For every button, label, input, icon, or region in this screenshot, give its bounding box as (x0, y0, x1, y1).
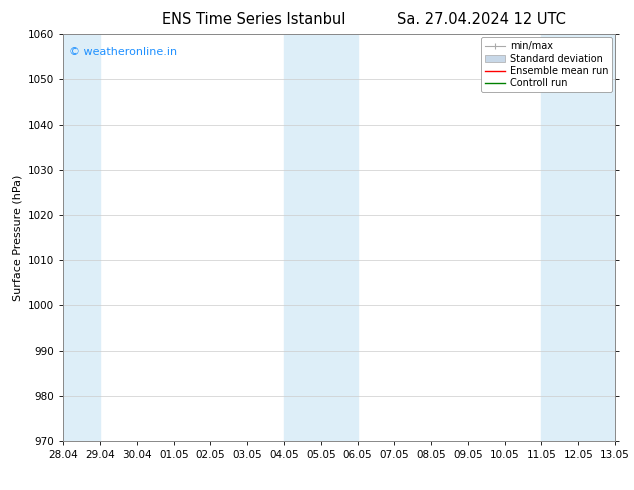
Bar (63, 34, 100, 441)
Text: © weatheronline.in: © weatheronline.in (69, 47, 177, 56)
Text: ENS Time Series Istanbul: ENS Time Series Istanbul (162, 12, 346, 27)
Text: Sa. 27.04.2024 12 UTC: Sa. 27.04.2024 12 UTC (398, 12, 566, 27)
Bar (541, 34, 615, 441)
Y-axis label: Surface Pressure (hPa): Surface Pressure (hPa) (13, 174, 23, 301)
Legend: min/max, Standard deviation, Ensemble mean run, Controll run: min/max, Standard deviation, Ensemble me… (481, 37, 612, 92)
Bar (284, 34, 358, 441)
